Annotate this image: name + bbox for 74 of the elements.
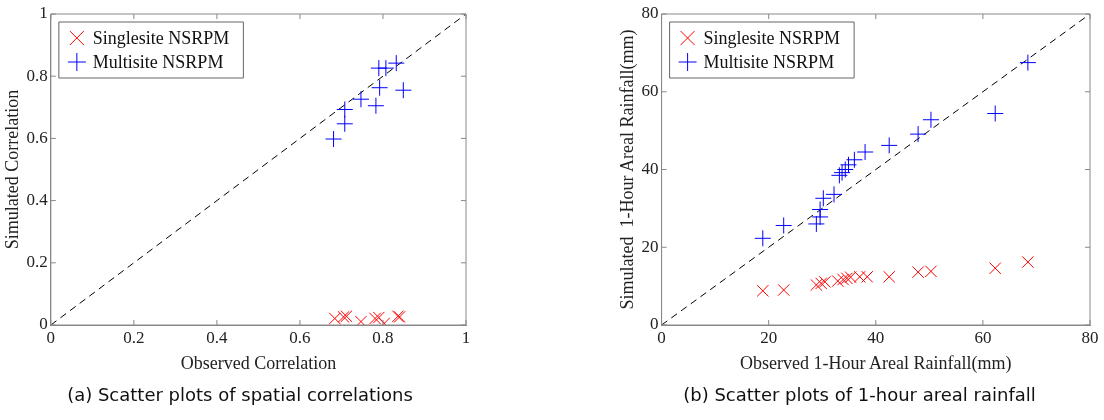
x-tick-label: 0.4 xyxy=(206,327,229,347)
point xyxy=(352,90,370,108)
point xyxy=(840,272,854,285)
legend-label: Singlesite NSRPM xyxy=(703,27,841,48)
point xyxy=(775,216,793,234)
point xyxy=(372,311,385,324)
legend-label: Singlesite NSRPM xyxy=(92,27,230,48)
y-tick-label: 0 xyxy=(39,314,48,334)
point xyxy=(815,277,828,290)
point xyxy=(811,201,829,219)
point xyxy=(922,111,940,129)
x-tick-label: 0.6 xyxy=(289,327,311,347)
point xyxy=(831,274,844,288)
point xyxy=(853,270,866,283)
point xyxy=(825,185,843,203)
point xyxy=(911,265,925,279)
point xyxy=(924,265,938,278)
y-tick-label: 40 xyxy=(641,158,659,178)
point xyxy=(836,273,850,286)
y-axis-title: Simulated 1-Hour Areal Rainfall(mm) xyxy=(616,29,638,310)
point xyxy=(1021,255,1035,269)
y-tick-label: 0.2 xyxy=(26,252,48,272)
y-tick-label: 1 xyxy=(39,3,48,23)
point xyxy=(756,284,769,297)
x-tick-label: 0.2 xyxy=(123,327,145,347)
y-tick-label: 60 xyxy=(641,81,659,101)
point xyxy=(844,271,857,284)
point xyxy=(836,161,854,178)
point xyxy=(336,100,354,118)
point xyxy=(845,151,863,169)
legend-label: Multisite NSRPM xyxy=(703,51,835,72)
point xyxy=(814,189,832,207)
y-tick-label: 20 xyxy=(641,236,659,256)
point xyxy=(856,143,874,161)
point xyxy=(989,262,1002,275)
point xyxy=(336,115,354,133)
x-axis-title: Observed 1-Hour Areal Rainfall(mm) xyxy=(740,352,1012,374)
point xyxy=(880,136,898,154)
y-axis-title: Simulated Correlation xyxy=(1,89,22,250)
point xyxy=(1019,54,1037,72)
point xyxy=(777,283,790,297)
y-tick-label: 0.6 xyxy=(26,127,48,147)
point xyxy=(394,81,412,99)
point xyxy=(377,59,395,77)
point xyxy=(754,229,772,247)
point xyxy=(818,275,832,289)
text: (b) Scatter plots of 1-hour areal rainfall xyxy=(682,384,1037,405)
point xyxy=(354,315,368,325)
y-tick-label: 0 xyxy=(650,314,659,334)
point xyxy=(325,130,343,148)
point xyxy=(368,312,382,325)
point xyxy=(807,215,825,233)
point xyxy=(883,270,896,283)
y-tick-label: 0.8 xyxy=(26,65,48,85)
x-tick-label: 80 xyxy=(1081,327,1099,347)
x-tick-label: 40 xyxy=(867,327,885,347)
x-tick-label: 0.8 xyxy=(372,327,394,347)
point xyxy=(810,278,823,292)
x-tick-label: 20 xyxy=(760,327,778,347)
point xyxy=(909,125,927,143)
point xyxy=(839,156,857,174)
point xyxy=(371,79,389,97)
y-tick-label: 80 xyxy=(641,3,659,23)
point xyxy=(986,105,1004,123)
point xyxy=(861,270,874,283)
text: (a) Scatter plots of spatial correlations xyxy=(66,384,414,405)
point xyxy=(328,312,341,325)
point xyxy=(387,54,405,72)
x-tick-label: 60 xyxy=(974,327,992,347)
point xyxy=(367,97,385,115)
y-tick-label: 0.4 xyxy=(26,190,49,210)
x-tick-label: 1 xyxy=(461,327,471,347)
legend-label: Multisite NSRPM xyxy=(92,51,224,72)
x-axis-title: Observed Correlation xyxy=(180,352,337,373)
